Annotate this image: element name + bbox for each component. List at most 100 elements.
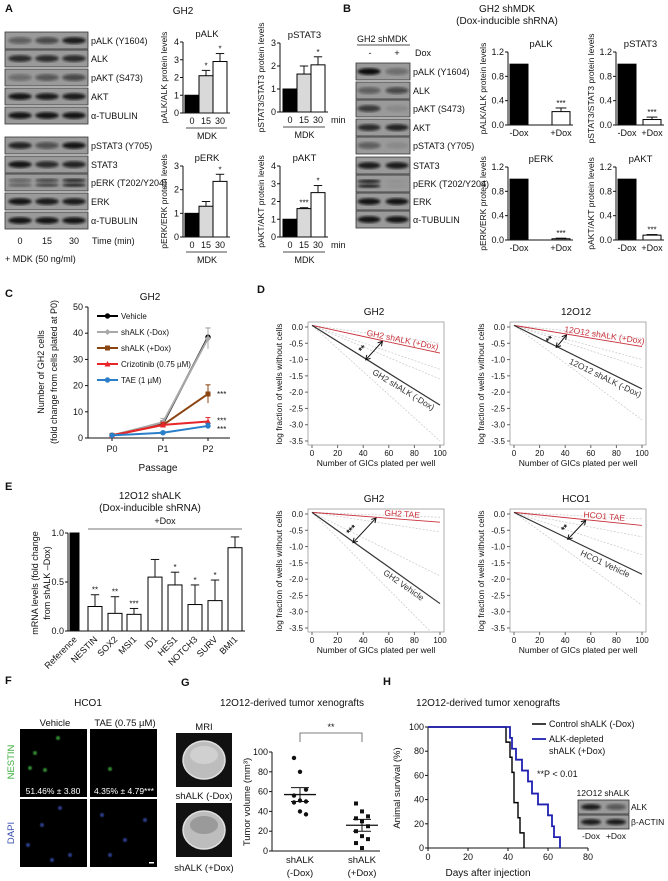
bar-chart-0: 0 1 2 3 4 0 * 15 * 30 pALK pALK/ALK protein levels M… — [159, 29, 230, 141]
bar-chart-5: 0.0 0.4 0.8 1.2 -Dox *** +Dox pSTAT3 pSTAT3/STAT… — [586, 34, 664, 143]
blot-row: pERK (T202/Y204) — [4, 173, 167, 192]
y-tick-label: -1.5 — [491, 372, 505, 381]
x-tick-label: 80 — [410, 449, 419, 458]
blot-band — [8, 142, 32, 149]
stained-cell — [143, 818, 147, 822]
blot-strip — [355, 192, 411, 211]
y-axis-label: pALK/ALK protein levels — [478, 43, 488, 135]
lane-label: 0 — [17, 236, 22, 246]
x-tick-label: P1 — [157, 444, 168, 454]
blot-label: STAT3 — [413, 161, 440, 171]
chart-title: pSTAT3 — [288, 30, 321, 41]
bar — [212, 180, 228, 238]
confidence-bound-line — [513, 325, 643, 360]
data-point — [291, 800, 297, 805]
significance-marker: * — [218, 165, 221, 174]
chart-title: pALK — [195, 29, 219, 40]
plot-frame — [307, 508, 445, 633]
data-point — [360, 834, 364, 839]
significance-marker: * — [316, 48, 319, 57]
x-tick-label: -Dox — [509, 128, 529, 138]
x-tick-label: 15 — [299, 115, 309, 125]
y-axis-label: (fold change from cells plated at P0) — [49, 300, 59, 444]
panel-a-title: GH2 — [173, 6, 194, 17]
x-tick-label: 80 — [583, 852, 593, 862]
y-tick-label: -3.0 — [491, 608, 505, 617]
blot-band — [357, 142, 381, 149]
blot-label: pERK (T202/Y204) — [91, 178, 167, 188]
series-label: GH2 Vehicle — [381, 567, 426, 602]
stained-cell — [108, 853, 112, 857]
y-tick-label: -3.5 — [289, 437, 303, 446]
column-label: TAE (0.75 µM) — [94, 718, 155, 729]
x-group-label: MDK — [197, 131, 217, 141]
x-axis-label: Number of GICs plated per well — [317, 458, 436, 468]
bar — [198, 75, 214, 114]
inset-blot-title: 12O12 shALK — [577, 788, 630, 798]
blot-band — [8, 55, 32, 62]
data-point — [366, 824, 370, 829]
x-tick-label: +Dox — [550, 128, 572, 138]
plot-area — [513, 511, 643, 606]
y-tick-label: 0.4 — [491, 96, 504, 106]
blot-strip — [355, 174, 411, 193]
blot-band — [581, 819, 601, 825]
stained-cell — [56, 736, 60, 740]
blot-label: pERK (T202/Y204) — [413, 179, 489, 189]
y-tick-label: 0 — [174, 108, 179, 118]
y-tick-label: 0 — [419, 843, 424, 853]
significance-marker: * — [316, 177, 319, 186]
x-tick-label: 100 — [635, 449, 649, 458]
blot-band — [62, 74, 86, 81]
y-axis-label: log fraction of wells without cells — [476, 324, 486, 445]
x-tick-label: shALK — [348, 855, 377, 866]
x-tick-label: 15 — [299, 240, 309, 250]
significance-marker: *** — [556, 229, 565, 238]
survival-curve — [428, 726, 525, 848]
y-tick-label: 20 — [73, 381, 83, 391]
y-tick-label: 1.0 — [51, 528, 64, 538]
blot-band — [385, 198, 409, 205]
x-tick-label: 0 — [189, 240, 194, 250]
y-tick-label: 10 — [73, 407, 83, 417]
survival-panel: 12O12-derived tumor xenografts 0 20 40 60 80 1… — [392, 698, 664, 879]
bar-chart-3: 0 1 2 3 4 0 *** 15 * 30 pAKT pAKT/AKT protein level… — [256, 153, 346, 265]
x-tick-label: 30 — [215, 240, 225, 250]
blot-band — [8, 183, 32, 187]
y-tick-label: 4 — [271, 161, 276, 171]
significance-marker: ** — [112, 588, 118, 597]
blot-strip — [355, 62, 411, 81]
confidence-bound-line — [513, 325, 643, 369]
x-tick-label: SOX2 — [95, 634, 119, 658]
blot-row: ALK — [4, 49, 108, 68]
data-point — [303, 812, 309, 817]
lane-unit-label: Dox — [415, 48, 432, 58]
x-tick-label: 60 — [543, 852, 553, 862]
blot-band — [357, 124, 381, 131]
y-tick-label: -0.5 — [289, 339, 303, 348]
significance-arrow — [352, 517, 377, 544]
mri-tumor-region — [190, 816, 218, 834]
tumor-volume-panel: 12O12-derived tumor xenografts MRI shALK (… — [174, 698, 380, 879]
plot-area — [513, 324, 643, 421]
x-tick-label: 15 — [201, 240, 211, 250]
y-tick-label: 0.4 — [599, 211, 612, 221]
blot-label: α-TUBULIN — [91, 111, 138, 121]
blot-row: pSTAT3 (Y705) — [355, 136, 474, 155]
x-tick-label: 100 — [433, 449, 447, 458]
y-tick-label: -3.5 — [491, 624, 505, 633]
data-point — [205, 335, 211, 342]
bar — [617, 178, 637, 241]
blot-band — [8, 74, 32, 81]
series: *** — [109, 422, 226, 439]
y-tick-label: 100 — [253, 747, 268, 757]
significance-marker: ** — [92, 586, 98, 595]
series-line — [311, 511, 441, 523]
blot-band — [357, 162, 381, 169]
y-tick-label: 60 — [258, 787, 268, 797]
bar — [642, 119, 662, 126]
blot-strip — [4, 173, 89, 192]
